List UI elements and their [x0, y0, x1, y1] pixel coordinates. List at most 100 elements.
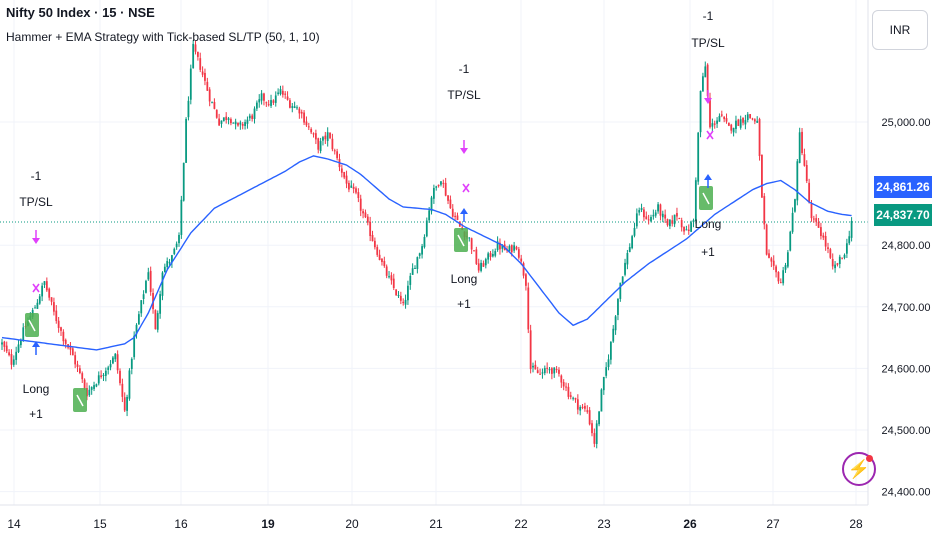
candle [253, 106, 256, 124]
candle [454, 212, 457, 221]
x-tick-label: 27 [766, 517, 780, 531]
candle-body [411, 268, 414, 275]
x-tick-label: 23 [597, 517, 611, 531]
candle-body [227, 118, 230, 121]
candle-body [678, 218, 681, 220]
candle [298, 106, 301, 119]
candle [126, 394, 128, 417]
candle-body [801, 131, 803, 154]
lightning-icon[interactable]: ⚡ [842, 452, 876, 486]
candle-body [798, 132, 801, 163]
strategy-title[interactable]: Hammer + EMA Strategy with Tick-based SL… [6, 30, 320, 44]
candle-body [182, 162, 185, 201]
candle-body [388, 276, 390, 278]
candle-body [123, 397, 126, 411]
entry-arrow-head [704, 174, 712, 180]
candle [50, 297, 53, 306]
candle [277, 88, 280, 96]
candle-body [482, 263, 485, 267]
candle-body [572, 397, 575, 399]
candle-body [751, 118, 754, 120]
candle-body [156, 313, 159, 330]
candle [668, 219, 671, 230]
candle-body [761, 155, 763, 198]
candle [3, 340, 6, 352]
candle-body [746, 114, 749, 120]
candle-body [683, 226, 685, 232]
candle [702, 72, 704, 92]
candle-body [291, 106, 294, 108]
candle [48, 287, 51, 301]
candle-body [584, 406, 586, 409]
candle-body [720, 114, 723, 116]
exit-reason-label: TP/SL [691, 36, 725, 50]
candle [635, 208, 638, 229]
candle-body [199, 58, 202, 70]
candle [409, 272, 412, 290]
candle [407, 280, 409, 305]
candle [633, 222, 636, 238]
x-axis[interactable]: 14 15 16 19 20 21 22 23 26 27 28 [0, 504, 868, 531]
candle [324, 131, 327, 144]
candle [697, 131, 700, 185]
candle [381, 258, 383, 266]
candle-body [525, 274, 527, 286]
entry-side-label: Long [23, 382, 50, 396]
candle-body [822, 235, 825, 238]
candle-body [50, 297, 53, 302]
candle [574, 397, 577, 403]
candle-body [739, 119, 742, 128]
candle [17, 339, 20, 354]
candle-body [57, 320, 60, 328]
candle [661, 210, 664, 223]
last-price-tag: 24,837.70 [874, 204, 932, 226]
candle [558, 367, 560, 377]
entry-qty-label: +1 [29, 407, 43, 421]
candle [794, 198, 796, 213]
candle-body [359, 198, 362, 211]
candle [447, 195, 449, 205]
y-axis[interactable]: 24,400.00 24,500.00 24,600.00 24,700.00 24,8… [867, 0, 930, 505]
candle-body [676, 213, 678, 217]
candle-body [258, 99, 261, 103]
candle [843, 253, 846, 260]
candle-body [827, 247, 829, 249]
candle [749, 113, 752, 119]
candle [704, 61, 707, 78]
candle [711, 118, 714, 132]
currency-button[interactable]: INR [872, 10, 928, 50]
candle [234, 118, 237, 130]
candle [779, 278, 782, 284]
candle [142, 290, 145, 305]
symbol-title[interactable]: Nifty 50 Index · 15 · NSE [6, 5, 155, 20]
candle-body [640, 208, 643, 211]
candle [336, 148, 339, 161]
candle [690, 220, 693, 233]
candle-body [286, 96, 289, 100]
candle-body [550, 368, 553, 374]
candle-body [74, 355, 77, 365]
candle-body [161, 272, 164, 296]
candle [805, 160, 808, 184]
candle [716, 117, 718, 128]
candle [768, 249, 770, 259]
candle [791, 207, 794, 234]
entry-qty-label: +1 [701, 245, 715, 259]
candle-body [727, 122, 730, 126]
candle [109, 360, 112, 371]
candle-body [369, 221, 372, 237]
candle [12, 355, 15, 367]
candle-body [362, 211, 364, 214]
x-tick-label: 14 [7, 517, 21, 531]
grid-lines [0, 0, 868, 505]
candle-body [508, 246, 511, 252]
exit-qty-label: -1 [459, 62, 470, 76]
candle-body [83, 379, 86, 389]
candle [97, 371, 100, 386]
candle [789, 230, 792, 252]
candle [237, 122, 239, 127]
candle-body [230, 119, 232, 124]
candle-body [373, 240, 376, 248]
candle [680, 217, 683, 232]
